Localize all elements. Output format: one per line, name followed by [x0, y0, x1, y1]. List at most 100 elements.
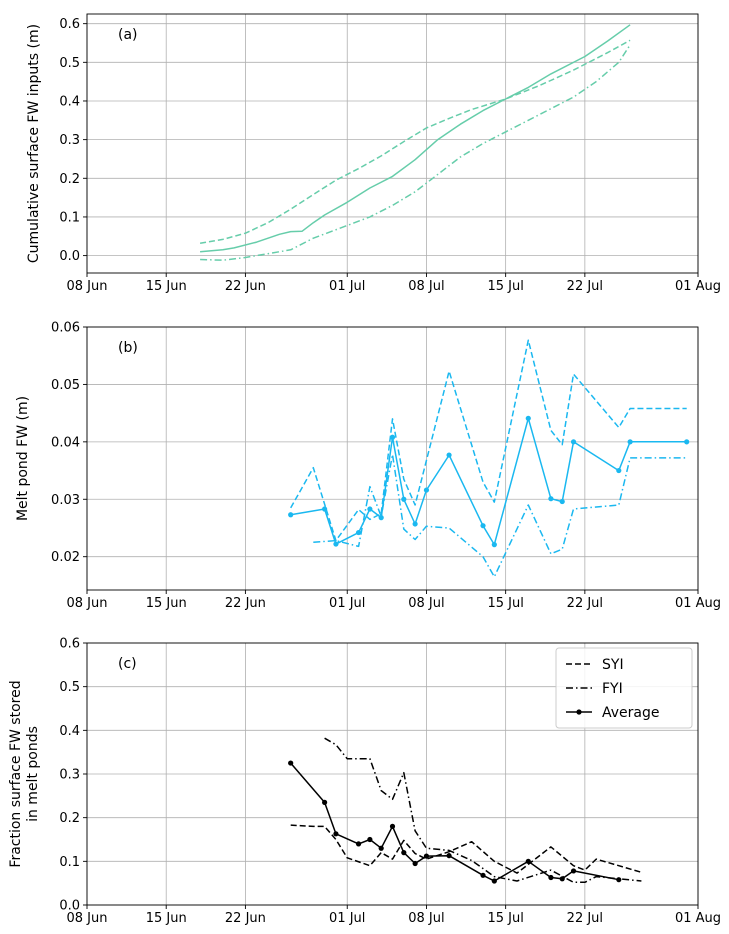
x-tick-label: 08 Jun: [67, 596, 108, 611]
data-point: [491, 878, 497, 884]
y-axis-label-line: in melt ponds: [25, 726, 41, 822]
series-line-syi: [290, 824, 642, 874]
x-tick-label: 22 Jun: [225, 596, 266, 611]
data-point: [446, 452, 452, 458]
data-point: [355, 841, 362, 847]
data-point: [446, 853, 452, 859]
series-line-syi: [199, 39, 631, 244]
x-tick-label: 01 Aug: [675, 911, 721, 926]
legend-label: SYI: [602, 657, 624, 673]
x-tick-label: 01 Jul: [329, 279, 365, 294]
axes-frame: [86, 13, 699, 274]
x-tick-label: 08 Jun: [67, 279, 108, 294]
x-tick-label: 08 Jun: [67, 911, 108, 926]
data-point: [378, 515, 384, 521]
x-tick-label: 08 Jul: [408, 596, 444, 611]
data-point: [423, 487, 430, 493]
x-tick-label: 08 Jul: [408, 279, 444, 294]
data-point: [378, 845, 384, 851]
data-point: [480, 872, 486, 878]
series-line-fyi: [324, 737, 642, 884]
data-point: [412, 860, 418, 867]
y-tick-label: 0.0: [59, 899, 80, 914]
legend-marker: [576, 709, 582, 715]
x-tick-label: 15 Jun: [146, 279, 187, 294]
x-tick-label: 22 Jul: [567, 279, 603, 294]
data-point: [525, 415, 531, 421]
y-tick-label: 0.3: [59, 768, 80, 783]
x-tick-label: 01 Jul: [329, 911, 365, 926]
data-point: [491, 542, 497, 548]
y-tick-label: 0.6: [59, 17, 80, 32]
data-point: [525, 858, 531, 864]
y-axis-label: Melt pond FW (m): [15, 396, 31, 521]
series-line-syi: [290, 339, 687, 542]
y-tick-label: 0.04: [51, 435, 80, 450]
panel-label: (a): [118, 27, 138, 43]
y-tick-label: 0.3: [59, 133, 80, 148]
y-tick-label: 0.2: [59, 811, 80, 826]
x-tick-label: 01 Aug: [675, 596, 721, 611]
panel-b: 08 Jun 15 Jun 22 Jun 01 Jul 08 Jul 15 Jul 22 J…: [15, 321, 721, 612]
data-point: [367, 506, 373, 512]
series-line-average: [290, 762, 619, 882]
data-point: [423, 853, 430, 859]
panel-label: (c): [118, 656, 137, 672]
data-point: [616, 877, 622, 883]
legend-box: [555, 647, 693, 729]
y-tick-label: 0.02: [51, 550, 80, 565]
y-axis-label-line: Cumulative surface FW inputs (m): [26, 24, 42, 263]
axes-frame: [86, 326, 699, 591]
y-tick-label: 0.6: [59, 637, 80, 652]
data-point: [288, 760, 294, 766]
series-line-average: [200, 24, 631, 253]
x-tick-label: 01 Jul: [329, 596, 365, 611]
data-point: [548, 496, 554, 502]
panel-label: (b): [118, 340, 138, 356]
legend-label: FYI: [602, 681, 623, 697]
series-line-fyi: [200, 44, 631, 261]
x-tick-label: 22 Jun: [225, 911, 266, 926]
data-point: [401, 496, 407, 502]
data-point: [627, 439, 633, 445]
x-tick-label: 15 Jun: [146, 911, 187, 926]
y-tick-label: 0.1: [59, 210, 80, 225]
y-tick-label: 0.2: [59, 172, 80, 187]
panel-a: 08 Jun 15 Jun 22 Jun 01 Jul 08 Jul 15 Jul 22 J…: [26, 13, 721, 294]
data-point: [616, 467, 622, 474]
y-tick-label: 0.5: [59, 680, 80, 695]
legend-label: Average: [602, 705, 660, 721]
y-tick-label: 0.4: [59, 94, 80, 109]
y-tick-label: 0.1: [59, 855, 80, 870]
data-point: [333, 541, 339, 547]
data-point: [548, 874, 554, 881]
series-line-fyi: [313, 453, 687, 578]
data-point: [322, 799, 328, 805]
y-axis-label: Fraction surface FW storedin melt ponds: [8, 680, 41, 867]
y-tick-label: 0.5: [59, 56, 80, 71]
series-line-average: [290, 417, 687, 546]
y-axis-label-line: Melt pond FW (m): [15, 396, 31, 521]
y-axis-label: Cumulative surface FW inputs (m): [26, 24, 42, 263]
data-point: [333, 831, 339, 837]
y-axis-label-line: Fraction surface FW stored: [8, 680, 24, 867]
x-tick-label: 22 Jul: [567, 911, 603, 926]
data-point: [412, 521, 418, 527]
data-point: [401, 850, 407, 856]
y-tick-label: 0.4: [59, 724, 80, 739]
data-point: [684, 439, 690, 445]
data-point: [288, 512, 294, 518]
y-tick-label: 0.06: [51, 321, 80, 336]
data-point: [480, 523, 486, 529]
x-tick-label: 22 Jul: [567, 596, 603, 611]
x-tick-label: 15 Jul: [487, 279, 523, 294]
x-tick-label: 22 Jun: [225, 279, 266, 294]
data-point: [559, 498, 565, 505]
y-tick-label: 0.05: [51, 378, 80, 393]
y-tick-label: 0.0: [59, 249, 80, 264]
data-point: [570, 439, 577, 445]
y-tick-label: 0.03: [51, 493, 80, 508]
data-point: [559, 876, 565, 882]
x-tick-label: 15 Jun: [146, 596, 187, 611]
